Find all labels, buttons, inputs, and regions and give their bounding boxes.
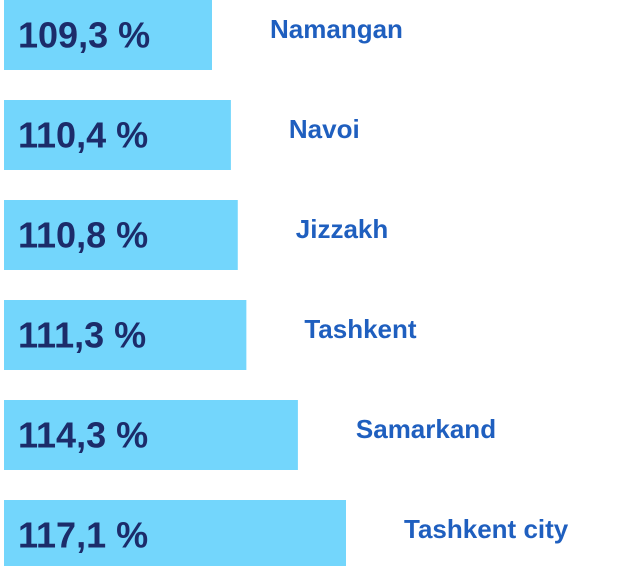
bar <box>4 500 346 566</box>
bar <box>4 0 212 70</box>
category-label: Tashkent <box>304 314 417 344</box>
category-label: Samarkand <box>356 414 496 444</box>
bar <box>4 200 238 270</box>
value-label: 109,3 % <box>18 15 150 56</box>
value-label: 111,3 % <box>18 315 146 356</box>
value-label: 110,4 % <box>18 115 148 156</box>
category-label: Tashkent city <box>404 514 569 544</box>
bar <box>4 300 247 370</box>
value-label: 114,3 % <box>18 415 148 456</box>
category-label: Namangan <box>270 14 403 44</box>
category-label: Navoi <box>289 114 360 144</box>
category-label: Jizzakh <box>296 214 389 244</box>
value-label: 110,8 % <box>18 215 148 256</box>
bar <box>4 100 231 170</box>
bar <box>4 400 298 470</box>
value-label: 117,1 % <box>18 515 148 556</box>
